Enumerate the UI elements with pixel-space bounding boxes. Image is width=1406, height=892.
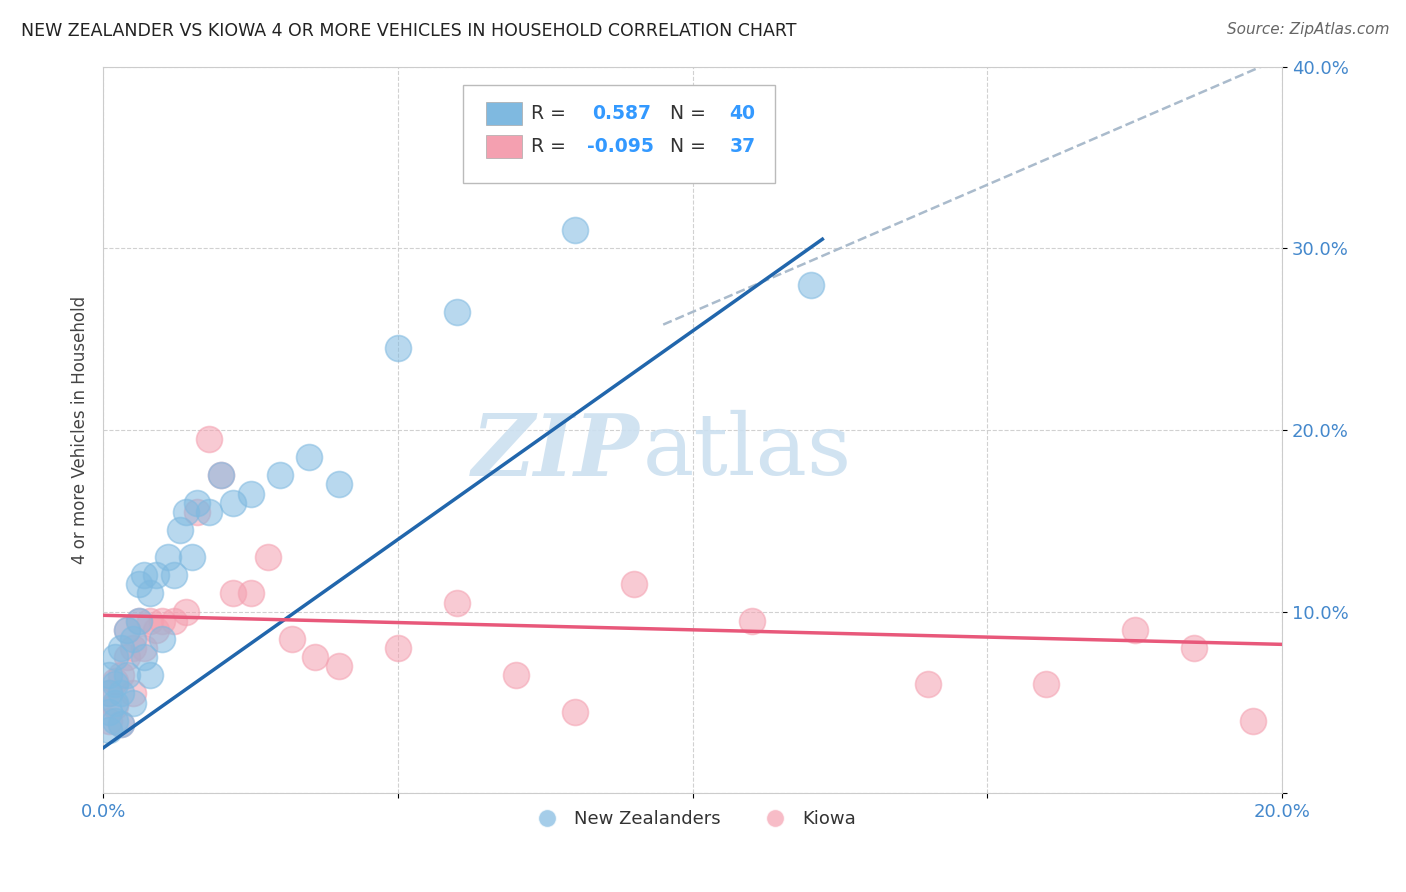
Point bbox=[281, 632, 304, 646]
Point bbox=[121, 640, 143, 655]
Y-axis label: 4 or more Vehicles in Household: 4 or more Vehicles in Household bbox=[72, 296, 89, 564]
Point bbox=[128, 577, 150, 591]
Point bbox=[298, 450, 321, 465]
FancyBboxPatch shape bbox=[486, 103, 522, 126]
Point bbox=[564, 223, 586, 237]
Point bbox=[104, 650, 127, 665]
Point bbox=[150, 632, 173, 646]
Point bbox=[121, 686, 143, 700]
Point bbox=[198, 505, 221, 519]
Point bbox=[1035, 677, 1057, 691]
Point bbox=[917, 677, 939, 691]
Point bbox=[446, 305, 468, 319]
Point bbox=[115, 623, 138, 637]
Point bbox=[98, 686, 121, 700]
Text: N =: N = bbox=[658, 104, 713, 123]
Point bbox=[269, 468, 291, 483]
Point bbox=[1182, 640, 1205, 655]
Point bbox=[134, 640, 156, 655]
Point bbox=[222, 496, 245, 510]
Legend: New Zealanders, Kiowa: New Zealanders, Kiowa bbox=[522, 803, 863, 835]
Point bbox=[186, 505, 208, 519]
Point bbox=[209, 468, 232, 483]
Point bbox=[174, 505, 197, 519]
Point bbox=[145, 568, 167, 582]
Point bbox=[198, 432, 221, 446]
Point bbox=[623, 577, 645, 591]
Point bbox=[1123, 623, 1146, 637]
Point bbox=[98, 723, 121, 737]
Point bbox=[169, 523, 191, 537]
Point bbox=[446, 596, 468, 610]
Point bbox=[209, 468, 232, 483]
Point bbox=[139, 668, 162, 682]
Point bbox=[505, 668, 527, 682]
Point bbox=[328, 477, 350, 491]
Point bbox=[110, 640, 132, 655]
Point bbox=[121, 632, 143, 646]
Point bbox=[239, 486, 262, 500]
Text: N =: N = bbox=[658, 137, 713, 156]
Point bbox=[387, 640, 409, 655]
Text: R =: R = bbox=[531, 104, 572, 123]
Point bbox=[304, 650, 326, 665]
Point bbox=[115, 623, 138, 637]
Point bbox=[134, 650, 156, 665]
Point bbox=[115, 668, 138, 682]
Point bbox=[104, 677, 127, 691]
Point bbox=[104, 714, 127, 728]
Text: 37: 37 bbox=[730, 137, 755, 156]
Point bbox=[1241, 714, 1264, 728]
Point bbox=[110, 668, 132, 682]
Point bbox=[110, 717, 132, 731]
Point bbox=[104, 699, 127, 714]
FancyBboxPatch shape bbox=[463, 85, 775, 183]
Text: Source: ZipAtlas.com: Source: ZipAtlas.com bbox=[1226, 22, 1389, 37]
Text: ZIP: ZIP bbox=[472, 410, 640, 493]
Text: NEW ZEALANDER VS KIOWA 4 OR MORE VEHICLES IN HOUSEHOLD CORRELATION CHART: NEW ZEALANDER VS KIOWA 4 OR MORE VEHICLE… bbox=[21, 22, 797, 40]
Text: 40: 40 bbox=[730, 104, 755, 123]
Point bbox=[387, 341, 409, 355]
Point bbox=[128, 614, 150, 628]
Point bbox=[110, 717, 132, 731]
Point bbox=[115, 650, 138, 665]
Point bbox=[222, 586, 245, 600]
Point bbox=[98, 668, 121, 682]
Point bbox=[156, 550, 179, 565]
Point bbox=[328, 659, 350, 673]
Point bbox=[564, 705, 586, 719]
Point bbox=[186, 496, 208, 510]
Point bbox=[163, 614, 186, 628]
Point bbox=[121, 696, 143, 710]
Point bbox=[98, 714, 121, 728]
Point bbox=[163, 568, 186, 582]
Point bbox=[110, 686, 132, 700]
Point bbox=[174, 605, 197, 619]
Point bbox=[139, 586, 162, 600]
Point bbox=[98, 705, 121, 719]
Point bbox=[128, 614, 150, 628]
Text: -0.095: -0.095 bbox=[586, 137, 654, 156]
Point bbox=[800, 277, 823, 292]
Point bbox=[98, 686, 121, 700]
Point bbox=[257, 550, 280, 565]
Point bbox=[104, 696, 127, 710]
Point bbox=[139, 614, 162, 628]
Point bbox=[180, 550, 202, 565]
Point bbox=[104, 673, 127, 688]
Point bbox=[150, 614, 173, 628]
Text: atlas: atlas bbox=[643, 410, 852, 493]
Point bbox=[134, 568, 156, 582]
Point bbox=[145, 623, 167, 637]
Text: 0.587: 0.587 bbox=[592, 104, 651, 123]
FancyBboxPatch shape bbox=[486, 135, 522, 158]
Point bbox=[239, 586, 262, 600]
Point bbox=[741, 614, 763, 628]
Text: R =: R = bbox=[531, 137, 572, 156]
